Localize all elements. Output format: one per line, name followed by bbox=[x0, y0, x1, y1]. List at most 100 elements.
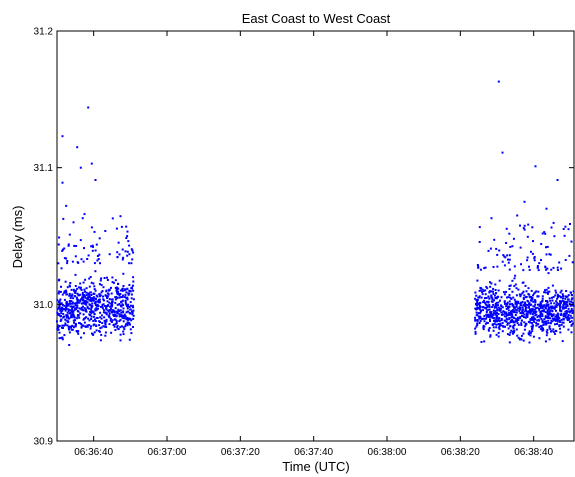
data-point bbox=[530, 299, 532, 302]
data-point bbox=[58, 290, 61, 293]
data-point bbox=[73, 315, 75, 318]
data-point bbox=[514, 302, 517, 305]
data-point bbox=[475, 303, 477, 306]
data-point bbox=[109, 319, 112, 322]
data-point bbox=[512, 332, 514, 335]
data-point bbox=[89, 327, 92, 330]
data-point bbox=[61, 324, 64, 327]
data-point bbox=[84, 296, 87, 299]
data-point bbox=[67, 308, 70, 311]
data-point bbox=[98, 320, 101, 323]
data-point bbox=[544, 340, 547, 343]
data-point bbox=[487, 295, 490, 298]
data-point bbox=[534, 303, 537, 306]
data-point bbox=[491, 313, 494, 316]
data-point bbox=[512, 325, 515, 328]
data-point bbox=[501, 260, 504, 263]
data-point bbox=[117, 309, 120, 312]
data-point bbox=[558, 295, 561, 298]
data-point bbox=[536, 265, 539, 267]
data-point bbox=[94, 289, 97, 292]
data-point bbox=[110, 321, 113, 323]
data-point bbox=[75, 245, 78, 247]
data-point bbox=[487, 313, 490, 316]
data-point bbox=[495, 323, 498, 326]
data-point bbox=[476, 264, 479, 266]
data-point bbox=[95, 307, 98, 310]
data-point bbox=[130, 332, 133, 335]
data-point bbox=[68, 309, 71, 311]
data-point bbox=[541, 307, 544, 310]
data-point bbox=[85, 303, 88, 306]
data-point bbox=[535, 322, 538, 324]
data-point bbox=[521, 306, 524, 309]
data-point bbox=[521, 315, 524, 318]
data-point bbox=[554, 294, 557, 297]
data-point bbox=[538, 307, 541, 310]
data-point bbox=[505, 313, 508, 316]
data-point bbox=[91, 305, 94, 308]
data-point bbox=[64, 322, 67, 325]
data-point bbox=[493, 294, 496, 297]
data-point bbox=[478, 315, 481, 318]
data-point bbox=[511, 279, 514, 282]
data-point bbox=[497, 331, 500, 334]
data-point bbox=[67, 303, 70, 306]
data-point bbox=[550, 307, 553, 310]
data-point bbox=[68, 312, 71, 315]
data-point bbox=[556, 266, 559, 269]
data-point bbox=[546, 301, 549, 304]
data-point bbox=[522, 281, 525, 284]
data-point bbox=[517, 307, 520, 310]
data-point bbox=[546, 312, 549, 315]
data-point bbox=[550, 268, 553, 271]
data-point bbox=[559, 303, 562, 306]
data-point bbox=[492, 293, 495, 295]
data-point bbox=[482, 309, 484, 312]
data-point bbox=[99, 279, 102, 282]
data-point bbox=[66, 301, 68, 304]
data-point bbox=[81, 293, 84, 296]
data-point bbox=[562, 300, 565, 303]
data-point bbox=[85, 287, 88, 290]
data-point bbox=[524, 325, 527, 328]
data-point bbox=[489, 311, 492, 314]
data-point bbox=[545, 246, 547, 249]
data-point bbox=[551, 305, 554, 308]
data-point bbox=[123, 296, 126, 299]
data-point bbox=[118, 253, 121, 256]
data-point bbox=[523, 316, 525, 319]
data-point bbox=[119, 215, 122, 218]
data-point bbox=[102, 298, 105, 301]
data-point bbox=[104, 294, 107, 297]
data-point bbox=[79, 166, 82, 169]
data-point bbox=[98, 283, 101, 286]
data-point bbox=[80, 258, 83, 261]
data-point bbox=[123, 289, 126, 292]
data-point bbox=[549, 313, 552, 316]
data-point bbox=[485, 307, 488, 310]
data-point bbox=[538, 262, 541, 265]
data-point bbox=[497, 319, 500, 322]
data-point bbox=[92, 324, 95, 327]
data-point bbox=[122, 307, 125, 310]
data-point bbox=[476, 307, 479, 310]
data-point bbox=[115, 286, 118, 289]
data-point bbox=[533, 299, 536, 302]
data-point bbox=[542, 310, 545, 313]
data-point bbox=[79, 299, 82, 302]
data-point bbox=[91, 302, 94, 305]
data-point bbox=[493, 238, 496, 241]
data-point bbox=[73, 316, 76, 319]
data-point bbox=[60, 310, 63, 312]
data-point bbox=[497, 289, 500, 292]
data-point bbox=[476, 306, 479, 309]
data-point bbox=[532, 240, 534, 243]
data-point bbox=[489, 281, 491, 284]
y-tick-label: 31.2 bbox=[34, 27, 54, 38]
data-point bbox=[119, 326, 122, 329]
data-point bbox=[507, 296, 510, 299]
data-point bbox=[552, 330, 555, 333]
data-point bbox=[112, 313, 115, 316]
data-point bbox=[493, 317, 496, 320]
